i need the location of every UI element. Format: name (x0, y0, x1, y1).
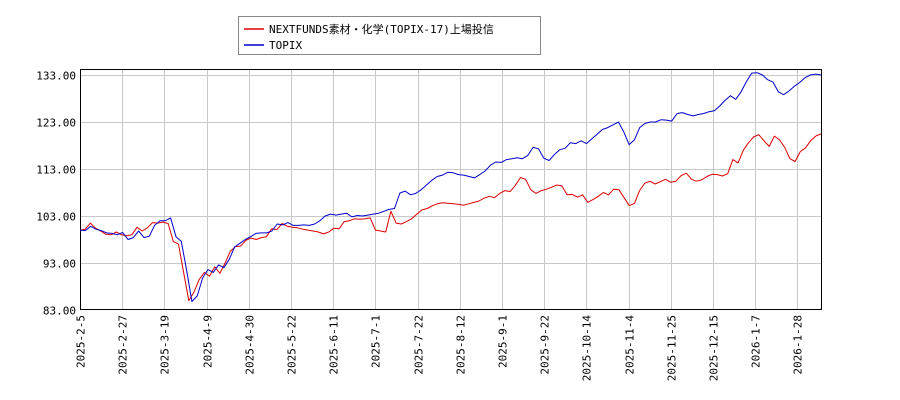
x-tick-label: 2025-11-25 (666, 315, 679, 381)
x-tick-label: 2025-2-27 (117, 315, 130, 375)
x-tick-label: 2025-5-22 (286, 315, 299, 375)
x-tick-label: 2025-9-22 (539, 315, 552, 375)
x-tick-label: 2026-1-28 (792, 315, 805, 375)
y-axis-ticks: 83.00 93.00 103.00 113.00 123.00 133.00 (36, 70, 76, 318)
y-tick-label: 123.00 (36, 117, 76, 130)
y-tick-label: 93.00 (43, 258, 76, 271)
x-axis-ticks: 2025-2-5 2025-2-27 2025-3-19 2025-4-9 2025-4… (75, 315, 805, 382)
x-tick-label: 2026-1-7 (750, 315, 763, 368)
y-tick-label: 113.00 (36, 164, 76, 177)
x-tick-label: 2025-7-22 (413, 315, 426, 375)
series-line-1 (79, 72, 822, 302)
y-tick-label: 133.00 (36, 70, 76, 83)
y-tick-label: 103.00 (36, 211, 76, 224)
series-line-0 (79, 133, 822, 302)
x-tick-label: 2025-10-14 (581, 315, 594, 382)
legend: NEXTFUNDS素材・化学(TOPIX-17)上場投信 TOPIX (238, 16, 541, 55)
x-tick-label: 2025-4-30 (244, 315, 257, 375)
x-tick-label: 2025-2-5 (75, 315, 88, 368)
x-tick-label: 2025-3-19 (159, 315, 172, 375)
legend-label-series-1: TOPIX (269, 39, 302, 52)
plot-frame (80, 69, 822, 310)
y-tick-label: 83.00 (43, 305, 76, 318)
x-tick-label: 2025-12-15 (708, 315, 721, 381)
x-tick-label: 2025-11-4 (624, 315, 637, 375)
x-tick-label: 2025-8-12 (455, 315, 468, 375)
legend-label-series-0: NEXTFUNDS素材・化学(TOPIX-17)上場投信 (269, 22, 494, 36)
series-lines (79, 72, 822, 302)
x-tick-label: 2025-6-11 (328, 315, 341, 375)
x-tick-label: 2025-7-1 (370, 315, 383, 368)
legend-box (238, 16, 541, 55)
grid (80, 70, 821, 310)
x-tick-label: 2025-4-9 (202, 315, 215, 368)
x-tick-label: 2025-9-1 (497, 315, 510, 368)
